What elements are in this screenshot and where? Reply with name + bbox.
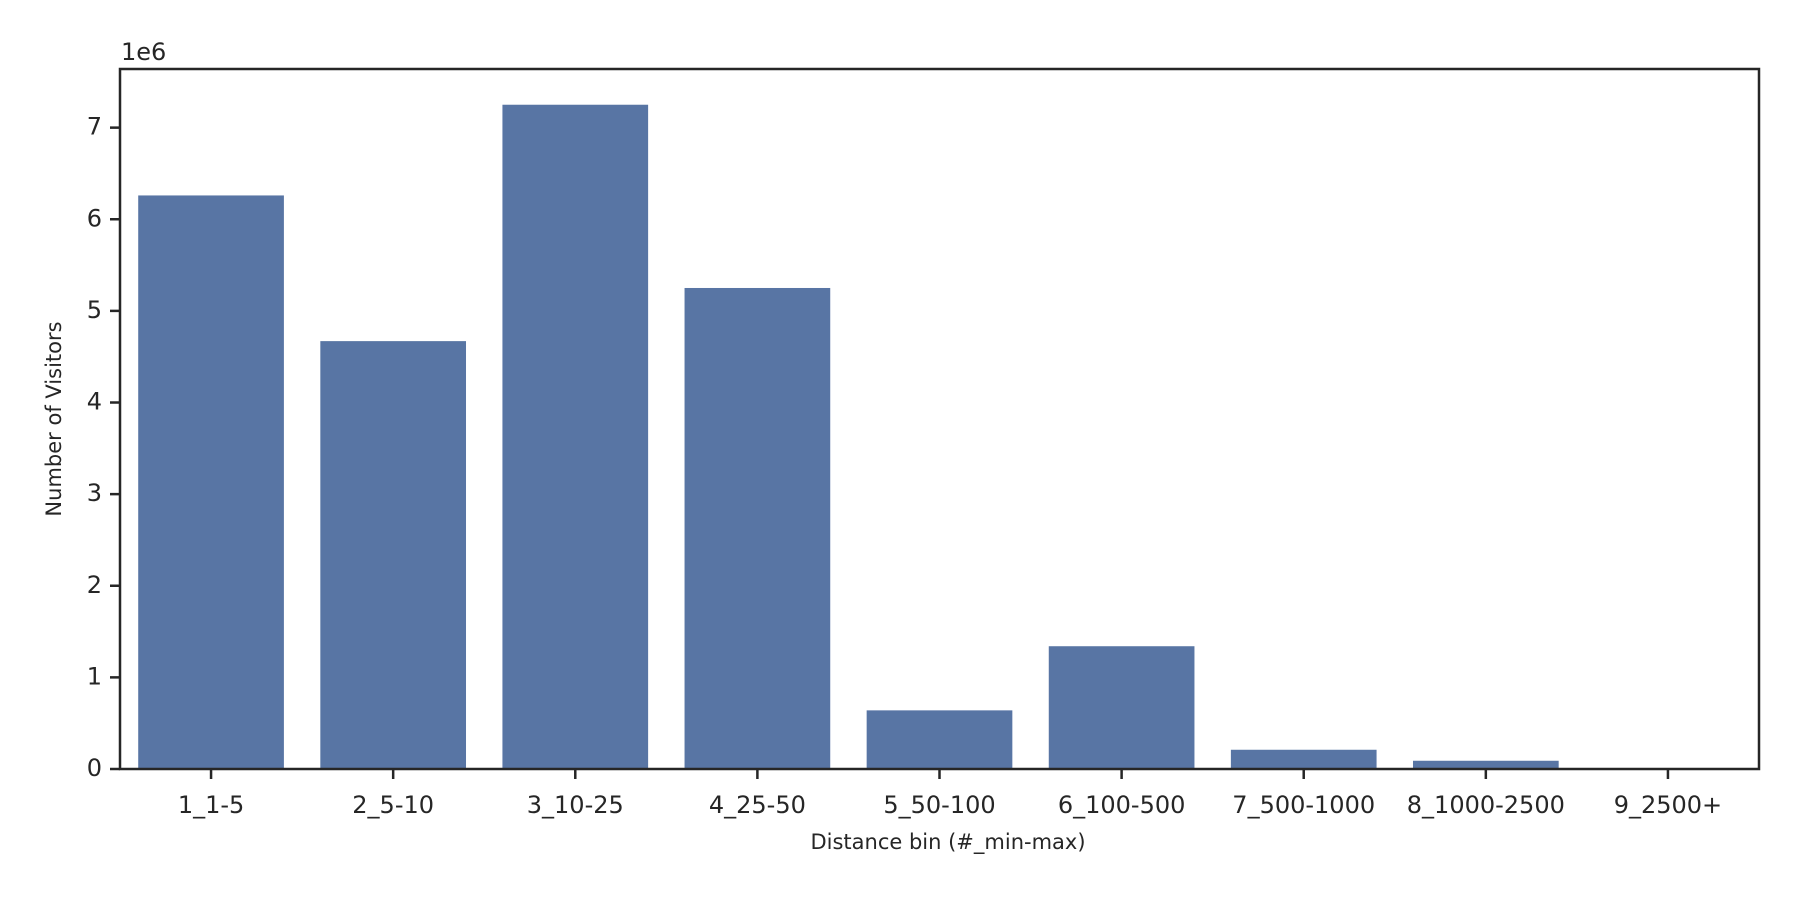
y-tick-label: 2 [87, 571, 102, 599]
y-tick-label: 0 [87, 754, 102, 782]
bar [684, 287, 831, 769]
y-tick-label: 5 [87, 296, 102, 324]
y-axis-label: Number of Visitors [42, 321, 66, 516]
bar [502, 104, 649, 770]
x-tick-label: 6_100-500 [1058, 791, 1186, 819]
y-tick-label: 4 [87, 388, 102, 416]
bar [138, 195, 284, 769]
x-tick-label: 8_1000-2500 [1407, 791, 1565, 819]
bar [1048, 646, 1195, 769]
y-tick-label: 6 [87, 204, 102, 232]
bar [866, 710, 1013, 769]
y-tick-label: 1 [87, 662, 102, 690]
x-tick-label: 1_1-5 [178, 791, 244, 819]
x-tick-label: 3_10-25 [527, 791, 624, 819]
y-offset-label: 1e6 [121, 38, 166, 66]
x-tick-label: 2_5-10 [352, 791, 434, 819]
x-tick-label: 4_25-50 [709, 791, 806, 819]
x-axis-label: Distance bin (#_min-max) [810, 830, 1085, 855]
bar [320, 341, 467, 769]
y-tick-label: 7 [87, 113, 102, 141]
bar [1230, 749, 1377, 769]
x-tick-label: 5_50-100 [883, 791, 995, 819]
y-tick-label: 3 [87, 479, 102, 507]
plot-frame [118, 67, 1761, 771]
x-tick-label: 9_2500+ [1614, 791, 1722, 819]
bar [1412, 760, 1559, 769]
x-tick-label: 7_500-1000 [1232, 791, 1375, 819]
